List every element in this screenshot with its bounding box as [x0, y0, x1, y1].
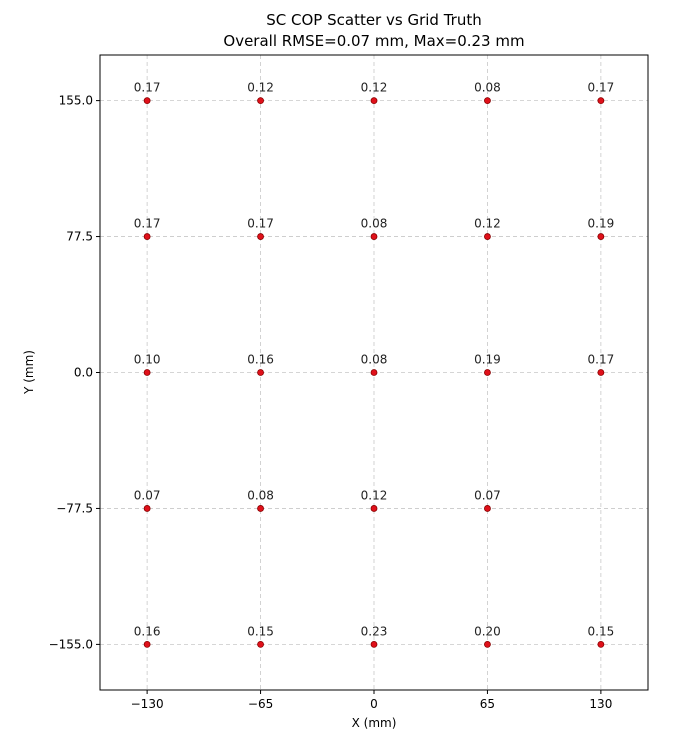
point-value-label: 0.17 [588, 81, 615, 95]
y-tick-label: 77.5 [66, 230, 93, 244]
point-value-label: 0.17 [134, 81, 161, 95]
scatter-point [143, 233, 151, 240]
point-value-label: 0.08 [474, 81, 501, 95]
y-tick-label: −77.5 [56, 501, 93, 515]
axis-ticks: −130 −65 0 65 130 155.0 77.5 0.0 −77.5 −155.0 [49, 94, 613, 711]
point-value-label: 0.07 [474, 488, 501, 502]
chart-subtitle: Overall RMSE=0.07 mm, Max=0.23 mm [223, 32, 524, 50]
scatter-point [484, 97, 491, 105]
scatter-point [143, 640, 151, 648]
point-value-label: 0.08 [361, 217, 388, 231]
point-value-label: 0.12 [361, 488, 388, 502]
y-tick-label: −155.0 [49, 637, 93, 651]
scatter-point [257, 505, 264, 512]
x-tick-label: 65 [480, 697, 495, 711]
scatter-point [143, 505, 151, 512]
point-value-label: 0.15 [247, 624, 274, 638]
scatter-point [257, 97, 264, 105]
y-axis-label: Y (mm) [22, 350, 36, 395]
point-value-label: 0.15 [588, 624, 615, 638]
point-value-label: 0.17 [588, 353, 615, 367]
point-value-label: 0.17 [134, 217, 161, 231]
data-points: 0.17 0.12 0.12 0.08 0.17 0.17 0.17 0.08 0.12 0.19… [134, 81, 614, 648]
point-value-label: 0.08 [247, 488, 274, 502]
scatter-point [257, 369, 264, 376]
point-value-label: 0.12 [474, 217, 501, 231]
point-value-label: 0.12 [247, 81, 274, 95]
point-value-label: 0.07 [134, 488, 161, 502]
scatter-point [143, 369, 151, 376]
scatter-point [143, 97, 151, 105]
scatter-point [597, 97, 605, 105]
scatter-point [370, 233, 378, 240]
point-value-label: 0.10 [134, 353, 161, 367]
scatter-point [597, 233, 605, 240]
point-value-label: 0.23 [361, 624, 388, 638]
scatter-point [257, 233, 264, 240]
x-tick-label: −65 [248, 697, 273, 711]
x-tick-label: −130 [131, 697, 164, 711]
scatter-point [484, 505, 491, 512]
x-tick-label: 0 [370, 697, 378, 711]
y-tick-label: 155.0 [59, 94, 93, 108]
scatter-point [597, 640, 605, 648]
point-value-label: 0.17 [247, 217, 274, 231]
scatter-point [484, 233, 491, 240]
scatter-point [484, 369, 491, 376]
scatter-point [484, 640, 491, 648]
point-value-label: 0.08 [361, 353, 388, 367]
scatter-point [370, 369, 378, 376]
y-tick-label: 0.0 [74, 366, 93, 380]
scatter-point [370, 640, 378, 648]
scatter-point [370, 97, 378, 105]
x-tick-label: 130 [589, 697, 612, 711]
scatter-point [597, 369, 605, 376]
x-axis-label: X (mm) [352, 716, 397, 730]
point-value-label: 0.19 [588, 217, 615, 231]
chart-title: SC COP Scatter vs Grid Truth [266, 11, 481, 29]
scatter-point [257, 640, 264, 648]
point-value-label: 0.19 [474, 353, 501, 367]
scatter-point [370, 505, 378, 512]
point-value-label: 0.16 [247, 353, 274, 367]
point-value-label: 0.16 [134, 624, 161, 638]
point-value-label: 0.12 [361, 81, 388, 95]
point-value-label: 0.20 [474, 624, 501, 638]
